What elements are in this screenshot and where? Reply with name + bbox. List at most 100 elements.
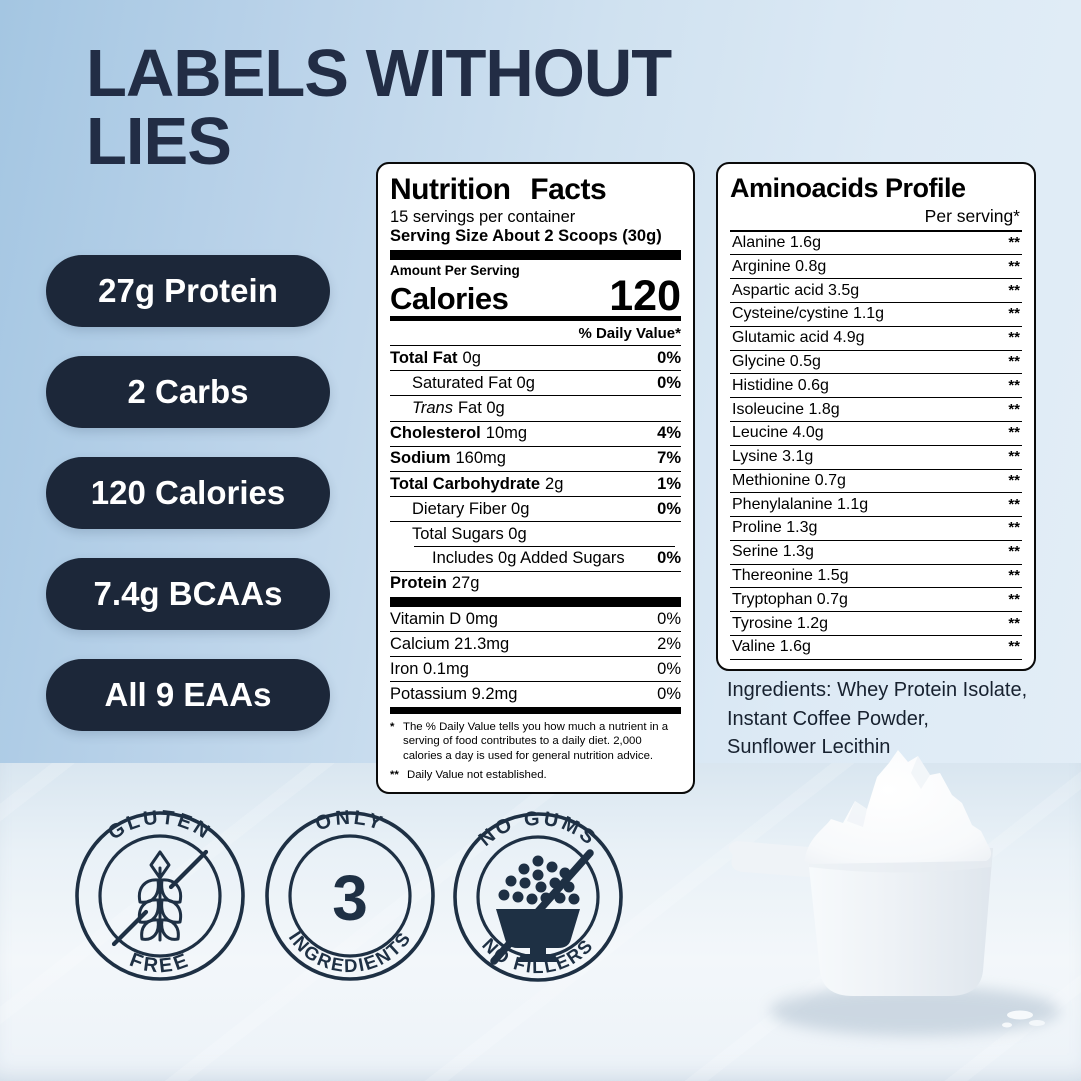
amino-name: Glutamic acid 4.9g	[732, 329, 865, 347]
badge-inner-ring	[98, 834, 222, 958]
scoop-shadow	[770, 986, 1060, 1036]
amino-name: Lysine 3.1g	[732, 448, 814, 466]
stat-pill-label: 120 Calories	[90, 474, 286, 511]
amino-row: Valine 1.6g **	[730, 636, 1022, 660]
powder-mound	[804, 750, 992, 864]
nutrition-row-label: Includes 0g Added Sugars	[432, 549, 625, 568]
amino-row: Glycine 0.5g **	[730, 351, 1022, 375]
stat-pill: 120 Calories	[46, 457, 330, 529]
serving-size: Serving Size About 2 Scoops (30g)	[390, 226, 662, 245]
nutrition-row-dv: 0%	[657, 499, 681, 518]
nutrition-row: Protein 27g	[390, 572, 681, 596]
stat-pill: 2 Carbs	[46, 356, 330, 428]
no-gums-badge: NO GUMS NO FILLERS	[453, 811, 623, 982]
amino-name: Histidine 0.6g	[732, 376, 829, 394]
amino-name: Tyrosine 1.2g	[732, 614, 829, 632]
badge-bottom-text: INGREDIENTS	[285, 927, 416, 976]
ingredients-line: Instant Coffee Powder,	[727, 707, 929, 730]
vitamin-row: Iron 0.1mg 0%	[390, 657, 681, 683]
calories-label: Calories	[390, 281, 509, 317]
divider-thick	[390, 249, 681, 260]
nutrition-row-dv: 1%	[657, 474, 681, 493]
calories-value: 120	[609, 271, 681, 320]
powder-spill	[1007, 1010, 1033, 1020]
powder-spill	[1002, 1022, 1012, 1028]
badge-outer-ring	[265, 811, 435, 981]
calories-row: Calories 120	[390, 271, 681, 320]
nutrition-row: Total Sugars 0g	[390, 522, 681, 547]
nutrition-row-label: Cholesterol 10mg	[390, 424, 528, 443]
nutrition-row: Cholesterol 10mg 4%	[390, 422, 681, 447]
page-title-line-2: LIES	[86, 104, 232, 180]
vitamin-row-label: Calcium 21.3mg	[390, 634, 510, 653]
amino-row: Isoleucine 1.8g **	[730, 398, 1022, 422]
badge-top-text: NO GUMS	[475, 811, 602, 851]
amino-value: **	[1008, 400, 1020, 418]
amino-name: Alanine 1.6g	[732, 234, 821, 252]
amino-name: Tryptophan 0.7g	[732, 590, 848, 608]
ingredients-text: Ingredients: Whey Protein Isolate, Insta…	[727, 676, 1057, 762]
amino-value: **	[1008, 638, 1020, 656]
badge-outer-ring	[75, 811, 245, 981]
amino-row: Methionine 0.7g **	[730, 470, 1022, 494]
nutrition-row-label: Sodium 160mg	[390, 449, 506, 468]
nutrition-row: Includes 0g Added Sugars 0%	[390, 547, 681, 572]
amino-value: **	[1008, 519, 1020, 537]
scoop-photo	[728, 750, 1060, 1036]
amino-row: Lysine 3.1g **	[730, 446, 1022, 470]
vitamin-row-dv: 0%	[657, 659, 681, 678]
aminoacids-title: Aminoacids Profile	[730, 173, 966, 203]
nutrition-row-dv: 4%	[657, 424, 681, 443]
nutrition-row: Sodium 160mg 7%	[390, 447, 681, 472]
amino-rows: Alanine 1.6g ** Arginine 0.8g ** Asparti…	[730, 232, 1022, 660]
amino-value: **	[1008, 376, 1020, 394]
per-serving-header: Per serving*	[730, 204, 1022, 232]
badge-number: 3	[332, 862, 368, 934]
vitamin-row: Calcium 21.3mg 2%	[390, 632, 681, 658]
footnote-not-established: ** Daily Value not established.	[390, 769, 547, 782]
three-ingredients-badge: ONLY 3 INGREDIENTS	[265, 810, 435, 981]
badge-outer-ring	[453, 812, 623, 982]
badge-bottom-text: FREE	[127, 949, 194, 978]
amino-row: Arginine 0.8g **	[730, 255, 1022, 280]
nutrition-row-dv: 0%	[657, 549, 681, 568]
amino-name: Serine 1.3g	[732, 543, 814, 561]
amino-name: Glycine 0.5g	[732, 352, 821, 370]
amino-value: **	[1008, 614, 1020, 632]
amino-name: Leucine 4.0g	[732, 424, 824, 442]
amino-name: Aspartic acid 3.5g	[732, 281, 860, 299]
vitamin-row-label: Vitamin D 0mg	[390, 609, 498, 628]
amino-row: Tyrosine 1.2g **	[730, 612, 1022, 636]
nutrition-row: Total Fat 0g 0%	[390, 346, 681, 372]
amino-name: Isoleucine 1.8g	[732, 400, 840, 418]
amino-row: Histidine 0.6g **	[730, 374, 1022, 399]
divider-medium	[390, 706, 681, 714]
nutrition-facts-title: Nutrition Facts	[390, 173, 607, 206]
page-title: LABELS WITHOUT LIES	[86, 39, 816, 180]
stat-pill: 7.4g BCAAs	[46, 558, 330, 630]
powder-texture	[847, 756, 930, 827]
amino-value: **	[1008, 495, 1020, 513]
bowl-slash-icon	[490, 849, 594, 965]
daily-value-header: % Daily Value*	[390, 323, 681, 347]
amino-value: **	[1008, 234, 1020, 252]
vitamin-rows: Vitamin D 0mg 0% Calcium 21.3mg 2% Iron …	[390, 607, 681, 707]
stat-pill: 27g Protein	[46, 255, 330, 327]
amino-value: **	[1008, 567, 1020, 585]
amino-value: **	[1008, 471, 1020, 489]
servings-per-container: 15 servings per container	[390, 207, 576, 226]
vitamin-row-dv: 0%	[657, 685, 681, 704]
stat-pill-label: 27g Protein	[98, 272, 278, 309]
vitamin-row: Potassium 9.2mg 0%	[390, 682, 681, 706]
stat-pill-label: 7.4g BCAAs	[93, 575, 283, 612]
gluten-free-badge: GLUTEN FREE	[75, 810, 245, 981]
nutrition-row-dv: 0%	[657, 348, 681, 367]
amino-row: Glutamic acid 4.9g **	[730, 327, 1022, 351]
vitamin-row-dv: 2%	[657, 634, 681, 653]
stat-pill: All 9 EAAs	[46, 659, 330, 731]
amino-row: Tryptophan 0.7g **	[730, 588, 1022, 613]
nutrition-row: Trans Fat 0g	[390, 396, 681, 422]
nutrition-row-dv: 7%	[657, 449, 681, 468]
scoop-handle	[728, 841, 821, 878]
amino-row: Proline 1.3g **	[730, 517, 1022, 541]
